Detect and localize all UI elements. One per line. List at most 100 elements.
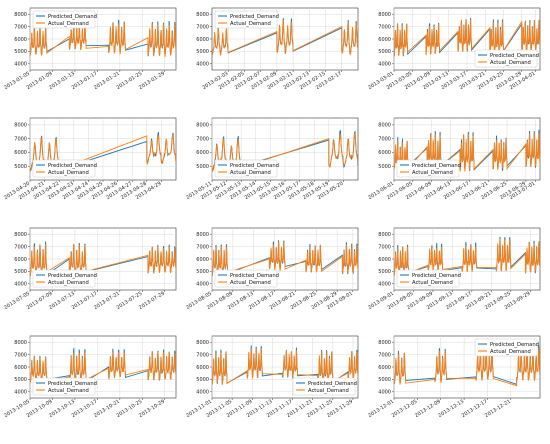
y-tick-label: 6000 — [378, 150, 391, 156]
legend-label-predicted: Predicted_Demand — [48, 381, 97, 387]
y-tick-label: 5000 — [14, 164, 27, 170]
series-line-actual — [30, 243, 176, 277]
legend-label-predicted: Predicted_Demand — [230, 273, 279, 279]
y-tick-label: 6000 — [196, 257, 209, 263]
y-tick-label: 6000 — [14, 365, 27, 371]
legend-label-actual: Actual_Demand — [48, 280, 89, 286]
legend-box — [214, 10, 278, 29]
legend-box — [214, 269, 278, 288]
chart-panel-2: 400050006000700080002013-02-032013-02-05… — [196, 7, 359, 91]
chart-panel-7: 400050006000700080002013-07-052013-07-09… — [3, 227, 177, 311]
y-tick-label: 8000 — [196, 12, 209, 18]
y-tick-label: 8000 — [14, 123, 27, 129]
y-tick-label: 8000 — [14, 12, 27, 18]
y-tick-label: 7000 — [196, 352, 209, 358]
y-tick-label: 4000 — [378, 390, 391, 396]
y-tick-label: 5000 — [196, 49, 209, 55]
series-line-actual — [212, 19, 358, 56]
y-tick-label: 4000 — [14, 282, 27, 288]
chart-panel-8: 400050006000700080002013-08-052013-08-09… — [185, 227, 359, 311]
legend-label-actual: Actual_Demand — [48, 21, 89, 27]
legend-box — [32, 269, 96, 288]
y-tick-label: 7000 — [196, 24, 209, 30]
y-tick-label: 7000 — [196, 136, 209, 142]
y-tick-label: 5000 — [378, 164, 391, 170]
legend-label-predicted: Predicted_Demand — [230, 14, 279, 20]
y-tick-label: 4000 — [196, 390, 209, 396]
legend-box — [474, 49, 538, 68]
series-line-actual — [212, 132, 358, 172]
legend-label-predicted: Predicted_Demand — [48, 14, 97, 20]
y-tick-label: 6000 — [14, 257, 27, 263]
chart-panel-11: 400050006000700080002013-11-012013-11-05… — [185, 335, 359, 419]
series-line-actual — [394, 238, 540, 277]
y-tick-label: 5000 — [378, 377, 391, 383]
legend-label-predicted: Predicted_Demand — [230, 163, 279, 169]
y-tick-label: 7000 — [378, 136, 391, 142]
series-line-actual — [394, 346, 540, 387]
y-tick-label: 5000 — [14, 377, 27, 383]
chart-panel-10: 400050006000700080002013-10-052013-10-09… — [3, 335, 177, 419]
y-tick-label: 8000 — [378, 123, 391, 129]
legend-box — [396, 159, 460, 178]
y-tick-label: 4000 — [378, 62, 391, 68]
legend-box — [32, 10, 96, 29]
legend-box — [32, 377, 96, 396]
legend-label-actual: Actual_Demand — [308, 388, 349, 394]
y-tick-label: 7000 — [14, 24, 27, 30]
series-line-actual — [30, 133, 176, 172]
y-tick-label: 8000 — [378, 232, 391, 238]
x-tick-label: 2013-10-29 — [138, 399, 166, 419]
legend-label-predicted: Predicted_Demand — [48, 163, 97, 169]
legend-label-actual: Actual_Demand — [412, 280, 453, 286]
chart-panel-5: 50006000700080002013-05-112013-05-122013… — [185, 117, 359, 201]
series-line-actual — [212, 347, 358, 385]
chart-panel-9: 400050006000700080002013-09-012013-09-05… — [367, 227, 541, 311]
y-tick-label: 8000 — [378, 12, 391, 18]
series-line-actual — [30, 351, 176, 384]
y-tick-label: 7000 — [14, 352, 27, 358]
legend-label-actual: Actual_Demand — [490, 60, 531, 66]
y-tick-label: 7000 — [378, 24, 391, 30]
y-tick-label: 6000 — [14, 37, 27, 43]
y-tick-label: 6000 — [378, 257, 391, 263]
y-tick-label: 5000 — [196, 377, 209, 383]
y-tick-label: 7000 — [378, 352, 391, 358]
y-tick-label: 6000 — [378, 37, 391, 43]
y-tick-label: 6000 — [196, 365, 209, 371]
legend-label-predicted: Predicted_Demand — [308, 381, 357, 387]
legend-box — [474, 338, 538, 357]
y-tick-label: 4000 — [196, 62, 209, 68]
legend-label-actual: Actual_Demand — [230, 280, 271, 286]
y-tick-label: 5000 — [378, 269, 391, 275]
y-tick-label: 6000 — [196, 150, 209, 156]
legend-label-actual: Actual_Demand — [48, 170, 89, 176]
chart-panel-4: 50006000700080002013-04-202013-04-212013… — [3, 117, 177, 201]
y-tick-label: 7000 — [378, 244, 391, 250]
legend-label-actual: Actual_Demand — [490, 349, 531, 355]
legend-box — [214, 159, 278, 178]
y-tick-label: 6000 — [196, 37, 209, 43]
y-tick-label: 7000 — [196, 244, 209, 250]
y-tick-label: 5000 — [14, 269, 27, 275]
y-tick-label: 7000 — [14, 136, 27, 142]
y-tick-label: 7000 — [14, 244, 27, 250]
series-line-actual — [394, 19, 540, 57]
y-tick-label: 5000 — [196, 269, 209, 275]
legend-label-predicted: Predicted_Demand — [412, 163, 461, 169]
chart-panel-12: 400050006000700080002013-12-012013-12-05… — [367, 335, 541, 419]
legend-label-actual: Actual_Demand — [412, 170, 453, 176]
y-tick-label: 6000 — [14, 150, 27, 156]
y-tick-label: 5000 — [196, 164, 209, 170]
